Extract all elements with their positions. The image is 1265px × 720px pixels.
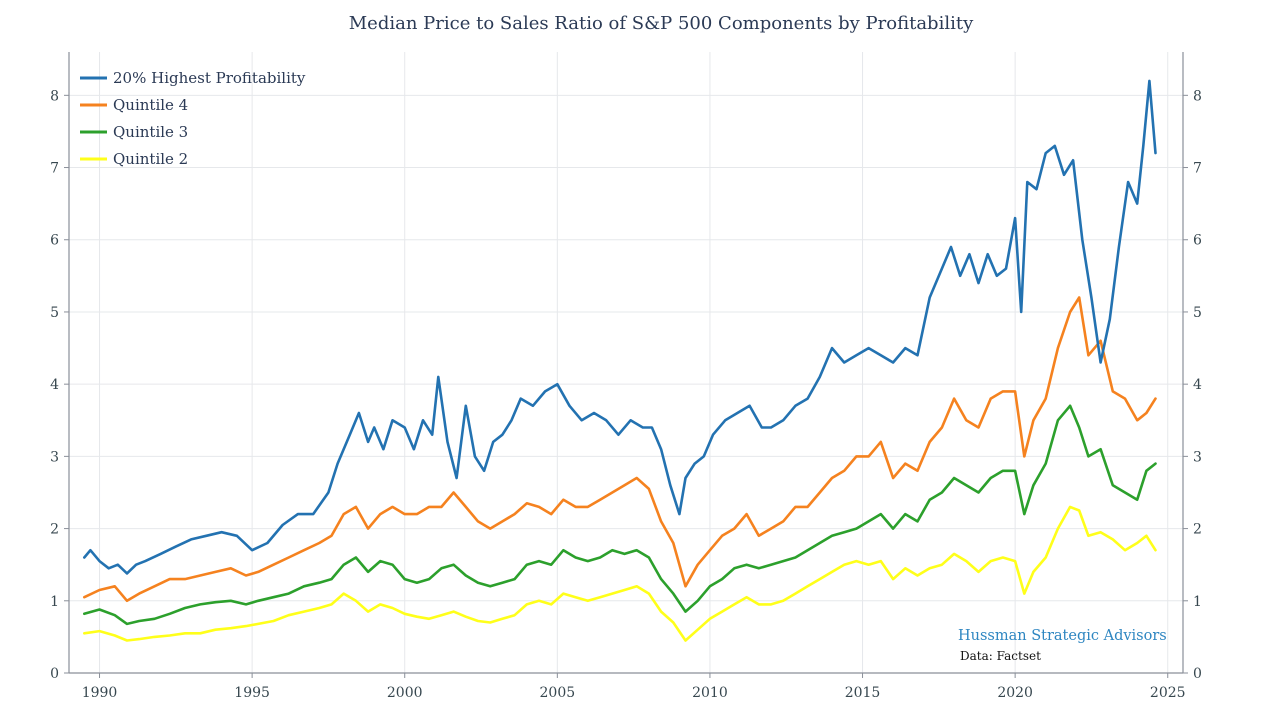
- y-tick-label-left: 1: [50, 594, 59, 610]
- x-tick-label: 2010: [692, 685, 728, 701]
- x-tick-label: 2015: [845, 685, 881, 701]
- y-tick-label-left: 2: [50, 522, 59, 538]
- legend-label-quintile-2: Quintile 2: [113, 150, 188, 168]
- y-tick-label-left: 5: [50, 305, 59, 321]
- x-tick-label: 1995: [234, 685, 270, 701]
- grid: [69, 52, 1183, 674]
- series-line-quintile-3: [83, 404, 1157, 626]
- y-tick-label-right: 3: [1193, 449, 1202, 465]
- y-tick-label-left: 6: [50, 233, 59, 249]
- legend-label-20-highest-profitability: 20% Highest Profitability: [113, 69, 306, 87]
- y-tick-label-right: 5: [1193, 305, 1202, 321]
- y-tick-label-right: 7: [1193, 161, 1202, 177]
- data-source-credit: Data: Factset: [960, 649, 1041, 663]
- series-line-quintile-2: [83, 505, 1157, 642]
- series-lines: [83, 79, 1157, 642]
- y-tick-label-right: 1: [1193, 594, 1202, 610]
- y-tick-label-right: 0: [1193, 666, 1202, 682]
- x-tick-label: 2005: [540, 685, 576, 701]
- y-tick-label-left: 3: [50, 449, 59, 465]
- legend: 20% Highest Profitability Quintile 4 Quint…: [80, 69, 306, 168]
- source-org-credit: Hussman Strategic Advisors: [958, 628, 1167, 644]
- x-tick-label: 2020: [997, 685, 1033, 701]
- axes: 0 0 1 1 2 2 3 3 4 4 5 5 6 6 7 7 8 8 1990 1995 2000 2005 2010 20…: [50, 52, 1202, 701]
- y-tick-label-left: 0: [50, 666, 59, 682]
- y-tick-label-left: 8: [50, 88, 59, 104]
- x-tick-label: 2000: [387, 685, 423, 701]
- x-tick-label: 2025: [1150, 685, 1186, 701]
- y-tick-label-right: 4: [1193, 377, 1202, 393]
- series-line-quintile-4: [83, 296, 1157, 603]
- chart-title: Median Price to Sales Ratio of S&P 500 C…: [349, 13, 974, 34]
- y-tick-label-left: 7: [50, 161, 59, 177]
- x-tick-label: 1990: [82, 685, 118, 701]
- y-tick-label-right: 2: [1193, 522, 1202, 538]
- legend-label-quintile-4: Quintile 4: [113, 96, 188, 114]
- legend-label-quintile-3: Quintile 3: [113, 123, 188, 141]
- y-tick-label-right: 6: [1193, 233, 1202, 249]
- y-tick-label-left: 4: [50, 377, 59, 393]
- series-line-20-highest-profitability: [83, 79, 1157, 575]
- y-tick-label-right: 8: [1193, 88, 1202, 104]
